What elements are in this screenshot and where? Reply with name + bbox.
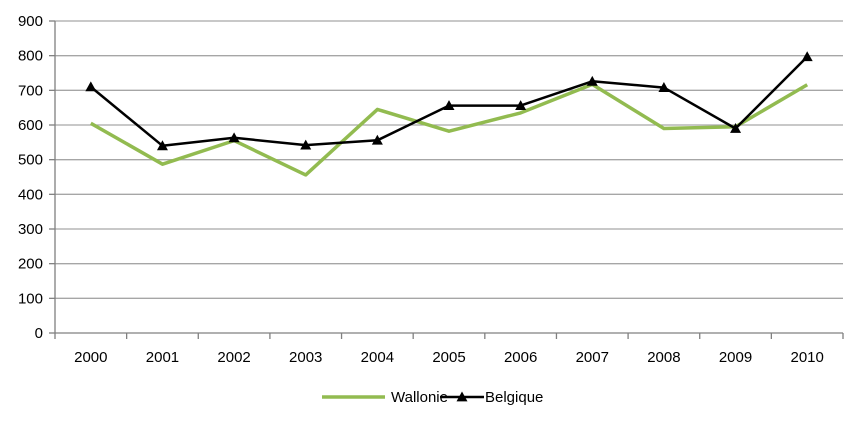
x-tick-label-2008: 2008 <box>647 349 680 366</box>
y-tick-label-500: 500 <box>18 152 43 169</box>
x-tick-label-2001: 2001 <box>146 349 179 366</box>
y-tick-label-0: 0 <box>35 325 43 342</box>
gridlines <box>55 20 843 299</box>
x-tick-label-2002: 2002 <box>217 349 250 366</box>
point-belgique-2000 <box>85 81 97 92</box>
x-tick-label-2007: 2007 <box>576 349 609 366</box>
x-axis-tick-labels: 2000 2001 2002 2003 2004 2005 2006 2007 2008 2009… <box>74 349 824 366</box>
y-tick-label-800: 800 <box>18 48 43 65</box>
point-belgique-2004 <box>371 134 383 145</box>
y-axis-tick-labels: 0 100 200 300 400 500 600 700 800 900 <box>18 13 43 342</box>
legend-label-wallonie: Wallonie <box>391 389 448 406</box>
axes <box>49 20 844 339</box>
y-tick-label-600: 600 <box>18 117 43 134</box>
series-lines <box>89 55 809 177</box>
x-tick-label-2006: 2006 <box>504 349 537 366</box>
point-belgique-2003 <box>300 139 312 150</box>
x-tick-label-2010: 2010 <box>790 349 823 366</box>
legend-item-wallonie: Wallonie <box>322 389 448 406</box>
point-belgique-2009 <box>730 122 742 133</box>
point-belgique-2010 <box>801 51 813 62</box>
point-belgique-2002 <box>228 132 240 143</box>
point-belgique-2001 <box>156 140 168 151</box>
series-line-wallonie <box>89 82 809 177</box>
x-tick-label-2000: 2000 <box>74 349 107 366</box>
legend: Wallonie Belgique <box>322 389 543 406</box>
x-tick-label-2004: 2004 <box>361 349 394 366</box>
point-belgique-2008 <box>658 82 670 92</box>
y-tick-label-400: 400 <box>18 186 43 203</box>
y-tick-label-900: 900 <box>18 13 43 30</box>
x-tick-label-2003: 2003 <box>289 349 322 366</box>
point-belgique-2007 <box>586 75 598 86</box>
legend-item-belgique: Belgique <box>440 389 543 406</box>
legend-label-belgique: Belgique <box>485 389 543 406</box>
x-tick-label-2009: 2009 <box>719 349 752 366</box>
x-tick-label-2005: 2005 <box>432 349 465 366</box>
y-tick-label-700: 700 <box>18 82 43 99</box>
point-belgique-2005 <box>443 100 455 110</box>
point-belgique-2006 <box>515 100 527 110</box>
y-tick-label-300: 300 <box>18 221 43 238</box>
legend-marker-belgique <box>456 391 468 402</box>
y-tick-label-200: 200 <box>18 256 43 273</box>
y-tick-label-100: 100 <box>18 290 43 307</box>
series-markers <box>85 51 813 151</box>
